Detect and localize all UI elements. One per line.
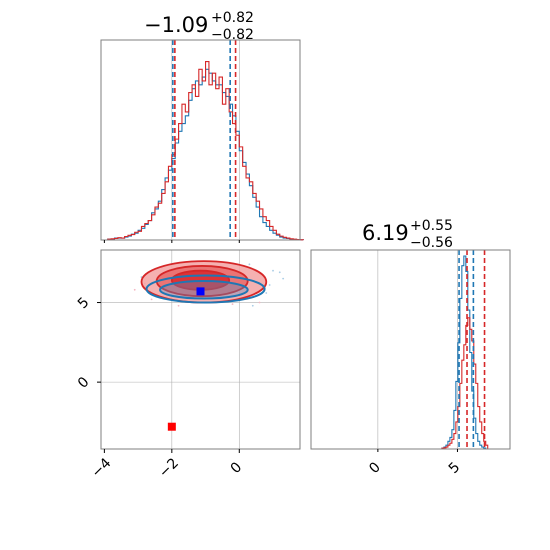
panel-frame — [310, 249, 511, 450]
sample-point — [278, 271, 281, 274]
x-tick-label-2: 0 — [228, 459, 246, 477]
panel1-title: −1.09 +0.82 −0.82 — [144, 10, 254, 43]
x-tick-label-1: 5 — [446, 459, 464, 477]
histogram-step-red — [104, 60, 304, 241]
contour-blue-level-0 — [145, 274, 266, 304]
sample-point — [231, 303, 234, 306]
panel2-joint-contour: −4 −2 0 0 5 — [75, 249, 301, 481]
panel1-title-upper: +0.82 — [211, 10, 254, 26]
panel3-title-upper: +0.55 — [410, 218, 453, 234]
panel1-title-value: −1.09 — [144, 13, 208, 37]
sample-point — [265, 292, 268, 294]
sample-point — [248, 263, 251, 266]
histogram-step-blue — [439, 255, 488, 450]
sample-point — [282, 277, 285, 280]
x-tick-label-0: 0 — [366, 459, 384, 477]
sample-point — [268, 284, 271, 286]
sample-point — [133, 288, 136, 291]
panel3-title-value: 6.19 — [362, 221, 409, 245]
panel3-title-lower: −0.56 — [410, 235, 453, 251]
marker-marker_blue — [196, 287, 205, 296]
panel3-title: 6.19 +0.55 −0.56 — [362, 218, 453, 251]
panel1-title-lower: −0.82 — [211, 27, 254, 43]
marker-marker_red — [167, 422, 176, 431]
sample-point — [150, 298, 153, 301]
sample-point — [258, 301, 261, 304]
histogram-step-blue — [104, 68, 304, 241]
panel-frame — [100, 39, 301, 241]
x-tick-label-1: −2 — [156, 455, 182, 481]
sample-point — [272, 269, 274, 272]
panel-frame — [100, 249, 301, 450]
histogram-step-red — [439, 317, 489, 450]
sample-point — [251, 304, 254, 307]
x-tick-label-0: −4 — [89, 455, 115, 481]
y-tick-label-0: 0 — [75, 374, 93, 392]
panel1-histogram — [100, 39, 304, 243]
y-tick-label-1: 5 — [75, 294, 93, 312]
sample-point — [177, 304, 180, 307]
